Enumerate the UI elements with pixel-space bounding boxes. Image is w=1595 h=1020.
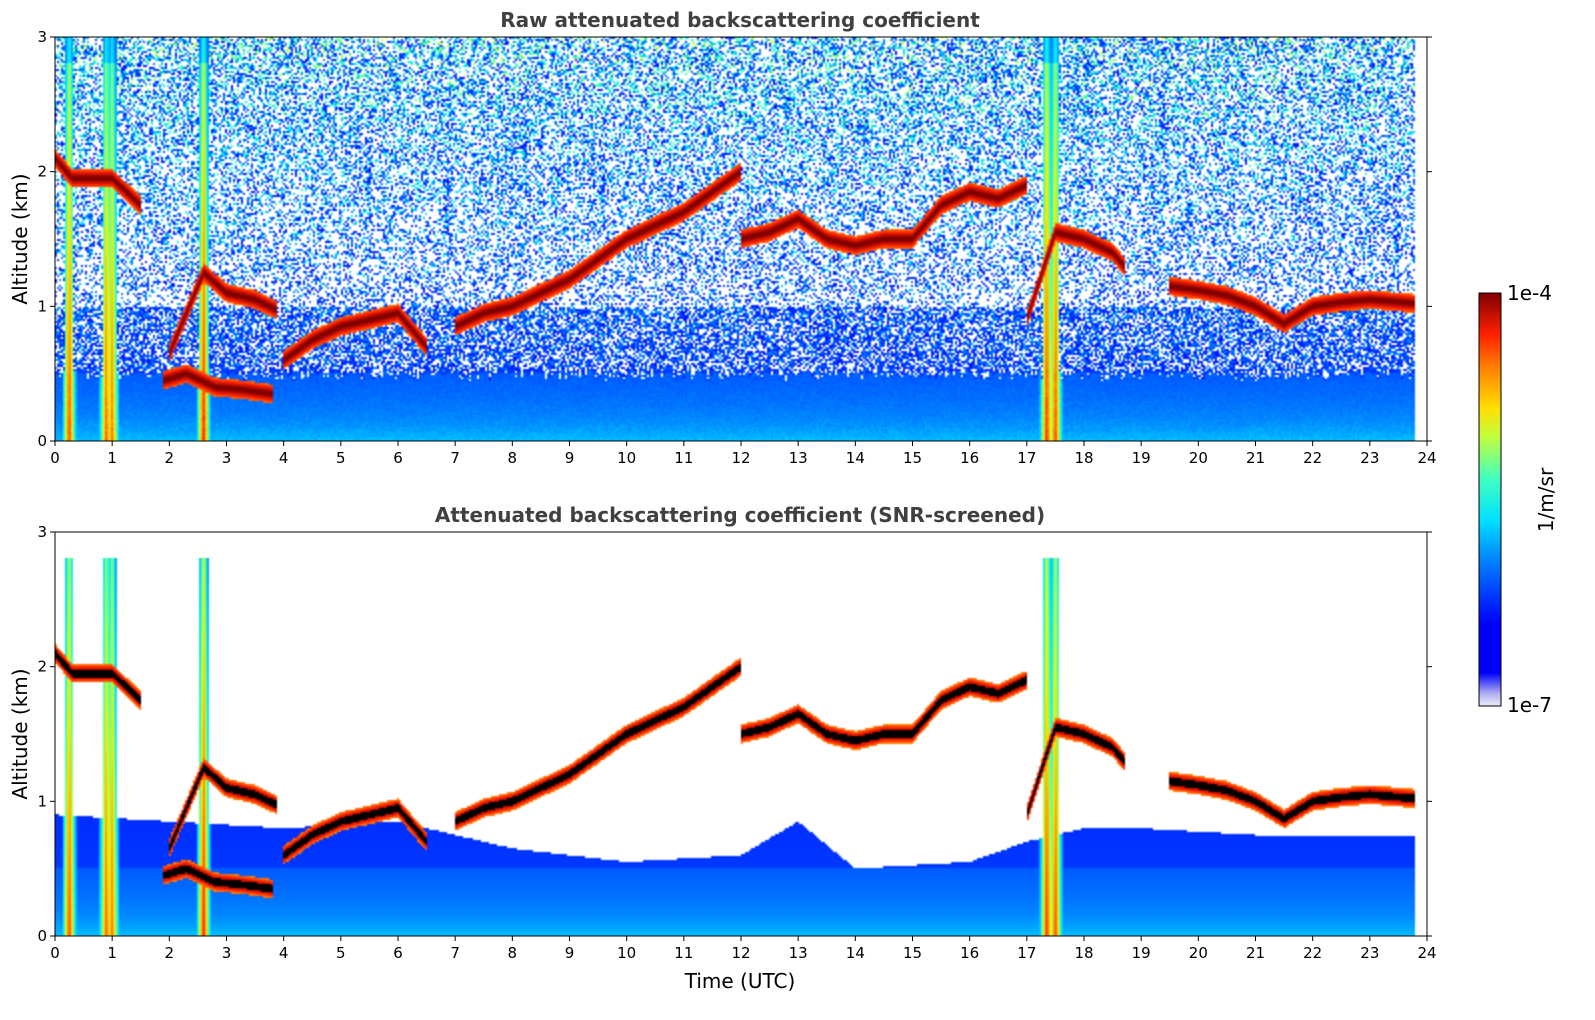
x-tick-label: 4 (279, 449, 289, 467)
y-tick-label: 1 (37, 297, 47, 315)
x-tick-label: 5 (336, 449, 346, 467)
x-tick-label: 16 (960, 449, 979, 467)
y-tick-label: 0 (37, 927, 47, 945)
y-tick-label: 0 (37, 432, 47, 450)
x-tick-label: 11 (674, 449, 693, 467)
x-tick-label: 5 (336, 944, 346, 962)
x-tick-label: 14 (846, 449, 865, 467)
colorbar-min-label: 1e-7 (1507, 693, 1552, 717)
x-tick-label: 12 (731, 449, 750, 467)
x-axis-raw: 0 1 2 3 4 5 6 7 8 9 10 11 12 13 14 15 16 17 18 19 20 21 22 23 24 (50, 441, 1437, 467)
x-tick-label: 17 (1017, 944, 1036, 962)
x-tick-label: 22 (1303, 449, 1322, 467)
x-tick-label: 6 (393, 449, 403, 467)
x-tick-label: 10 (617, 944, 636, 962)
panel-title-screened: Attenuated backscattering coefficient (S… (435, 503, 1045, 527)
x-tick-label: 14 (846, 944, 865, 962)
colorbar-max-label: 1e-4 (1507, 281, 1552, 305)
x-axis-screened: 0 1 2 3 4 5 6 7 8 9 10 11 12 13 14 15 16 17 18 19 20 21 22 23 24 (50, 936, 1437, 962)
x-tick-label: 8 (508, 944, 518, 962)
y-tick-label: 2 (37, 163, 47, 181)
x-tick-label: 18 (1074, 944, 1093, 962)
x-tick-label: 23 (1360, 944, 1379, 962)
x-tick-label: 1 (107, 449, 117, 467)
x-tick-label: 16 (960, 944, 979, 962)
x-tick-label: 23 (1360, 449, 1379, 467)
x-tick-label: 9 (565, 944, 575, 962)
y-axis-label-raw: Altitude (km) (8, 173, 32, 304)
x-tick-label: 21 (1246, 944, 1265, 962)
x-tick-label: 4 (279, 944, 289, 962)
x-tick-label: 8 (508, 449, 518, 467)
heatmap-raw (55, 37, 1427, 441)
x-tick-label: 2 (165, 449, 175, 467)
x-tick-label: 2 (165, 944, 175, 962)
y-tick-label: 3 (37, 28, 47, 46)
x-tick-label: 12 (731, 944, 750, 962)
x-tick-label: 15 (903, 449, 922, 467)
x-tick-label: 3 (222, 944, 232, 962)
x-tick-label: 20 (1189, 449, 1208, 467)
x-tick-label: 9 (565, 449, 575, 467)
panel-title-raw: Raw attenuated backscattering coefficien… (500, 8, 980, 32)
panel-raw: Raw attenuated backscattering coefficien… (8, 8, 1437, 467)
y-axis-screened: 0 1 2 3 (37, 523, 1432, 945)
x-tick-label: 7 (450, 944, 460, 962)
heatmap-screened (55, 532, 1427, 936)
x-tick-label: 20 (1189, 944, 1208, 962)
x-tick-label: 3 (222, 449, 232, 467)
panel-screened: Attenuated backscattering coefficient (S… (8, 503, 1437, 993)
y-axis-label-screened: Altitude (km) (8, 668, 32, 799)
x-tick-label: 17 (1017, 449, 1036, 467)
colorbar: 1e-4 1e-7 1/m/sr (1478, 281, 1558, 717)
x-tick-label: 15 (903, 944, 922, 962)
x-tick-label: 7 (450, 449, 460, 467)
x-tick-label: 11 (674, 944, 693, 962)
colorbar-unit-label: 1/m/sr (1534, 467, 1558, 532)
x-tick-label: 0 (50, 449, 60, 467)
x-tick-label: 18 (1074, 449, 1093, 467)
x-tick-label: 6 (393, 944, 403, 962)
x-tick-label: 13 (789, 449, 808, 467)
y-tick-label: 2 (37, 658, 47, 676)
y-axis-raw: 0 1 2 3 (37, 28, 1432, 450)
x-tick-label: 24 (1417, 944, 1436, 962)
x-axis-label: Time (UTC) (684, 969, 796, 993)
x-tick-label: 10 (617, 449, 636, 467)
x-tick-label: 24 (1417, 449, 1436, 467)
colorbar-gradient (1478, 292, 1502, 707)
y-tick-label: 1 (37, 792, 47, 810)
x-tick-label: 1 (107, 944, 117, 962)
y-tick-label: 3 (37, 523, 47, 541)
x-tick-label: 21 (1246, 449, 1265, 467)
x-tick-label: 13 (789, 944, 808, 962)
x-tick-label: 19 (1132, 944, 1151, 962)
x-tick-label: 19 (1132, 449, 1151, 467)
x-tick-label: 22 (1303, 944, 1322, 962)
x-tick-label: 0 (50, 944, 60, 962)
